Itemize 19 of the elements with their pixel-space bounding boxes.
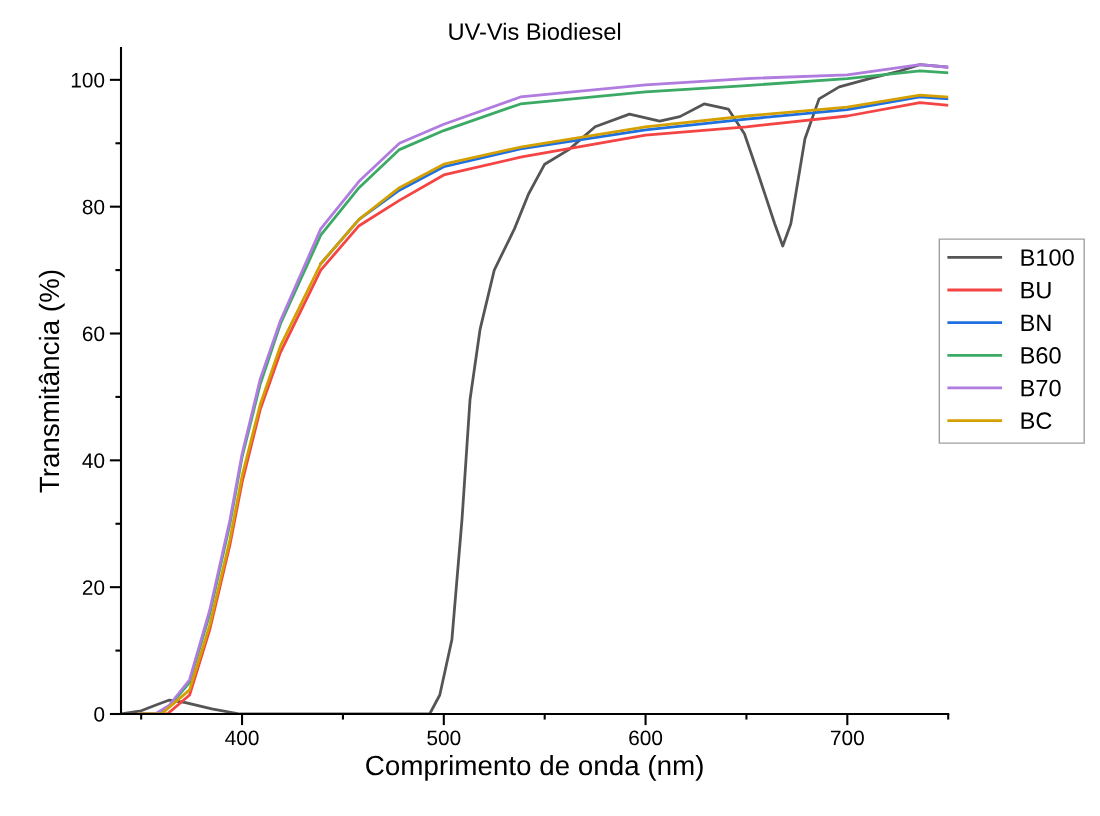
y-tick-label: 60 [82,326,105,342]
legend-label: B60 [1021,347,1061,364]
y-tick-label: 100 [71,72,105,88]
legend-label: B70 [1021,379,1061,397]
y-axis-title: Transmitância (%) [38,270,65,493]
legend-label: BU [1021,282,1051,299]
y-tick-label: 20 [82,580,105,595]
x-axis-title: Comprimento de onda (nm) [366,754,703,781]
x-tick-label: 600 [629,730,663,746]
x-tick-label: 500 [427,730,461,746]
y-tick-label: 40 [82,453,105,469]
legend-label: B100 [1021,249,1074,266]
x-tick-label: 700 [831,730,864,746]
legend-label: BN [1021,314,1051,331]
y-tick-label: 0 [94,707,105,722]
y-tick-label: 80 [82,199,105,215]
x-tick-label: 400 [225,730,259,746]
legend-label: BC [1021,412,1052,430]
chart-title: UV-Vis Biodiesel [449,22,621,41]
